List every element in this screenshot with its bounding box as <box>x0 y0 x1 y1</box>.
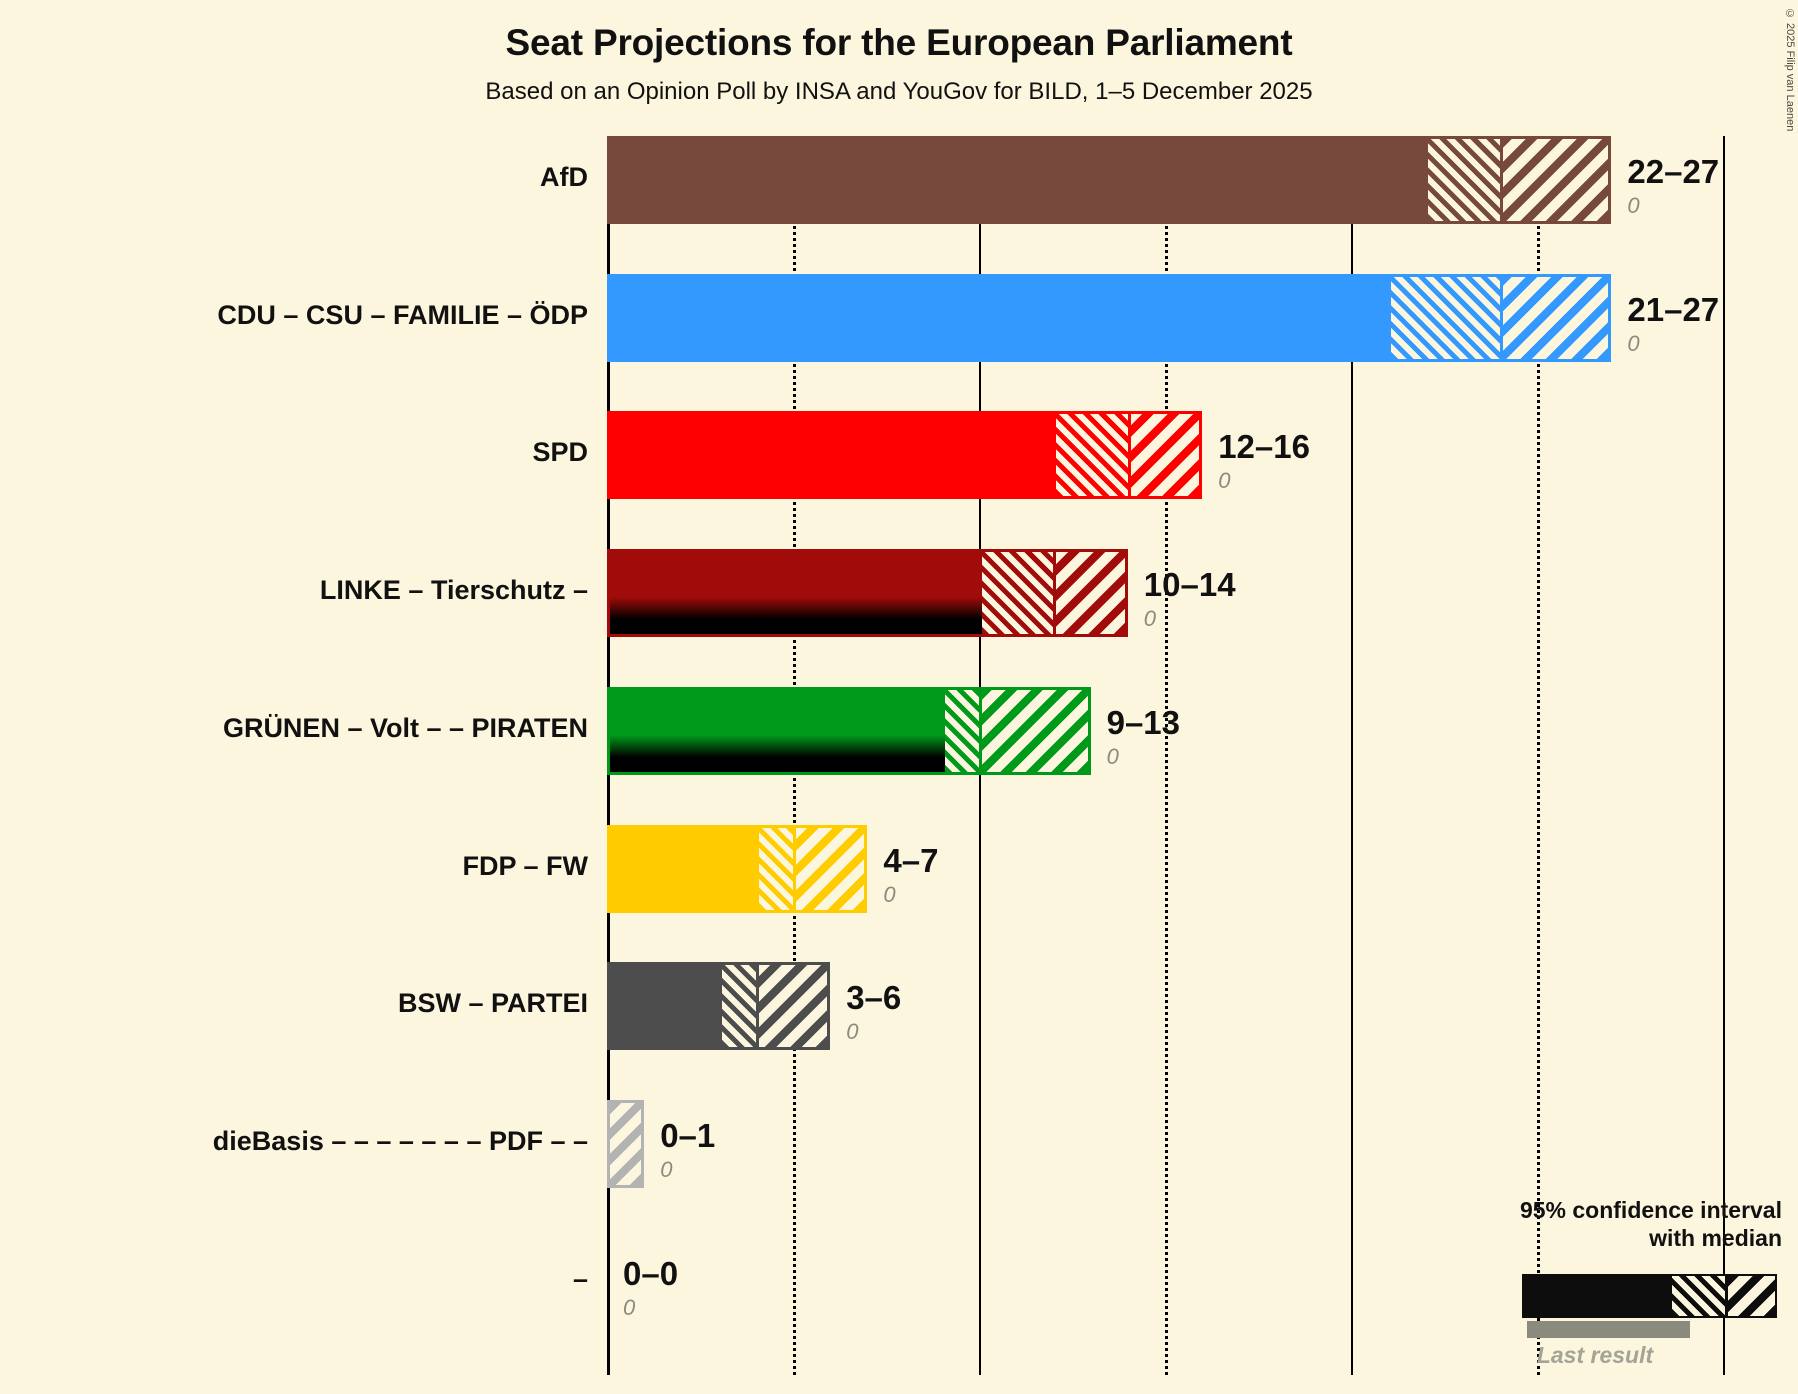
segment-median <box>1428 139 1503 221</box>
bar-row: GRÜNEN – Volt – – PIRATEN 9–13 0 <box>0 686 1798 825</box>
legend-last-result-bar <box>1527 1321 1690 1338</box>
segment-median <box>982 552 1057 635</box>
party-label-7: dieBasis – – – – – – – PDF – – <box>212 1125 588 1156</box>
bar-row: BSW – PARTEI 3–6 0 <box>0 962 1798 1100</box>
legend-median-segment <box>1672 1276 1728 1316</box>
bar-row: FDP – FW 4–7 0 <box>0 824 1798 963</box>
segment-lower-bound <box>610 414 1057 497</box>
last-result-value-3: 0 <box>1143 606 1157 632</box>
seat-range-value-8: 0–0 <box>623 1254 679 1292</box>
gridline-20 <box>1351 136 1353 1375</box>
seat-range-value-1: 21–27 <box>1627 290 1720 328</box>
chart-subtitle: Based on an Opinion Poll by INSA and You… <box>485 78 1313 105</box>
segment-lower-bound <box>610 139 1429 221</box>
party-label-1: CDU – CSU – FAMILIE – ÖDP <box>217 299 588 330</box>
bar-row: SPD 12–16 0 <box>0 411 1798 549</box>
party-label-3: LINKE – Tierschutz – <box>319 575 588 606</box>
bar-row: – 0–0 0 <box>0 1238 1798 1376</box>
last-result-value-8: 0 <box>623 1294 636 1320</box>
segment-upper-bound <box>1502 276 1609 359</box>
interval-bar-4 <box>607 686 1091 775</box>
segment-median <box>721 965 759 1048</box>
legend-solid-segment <box>1524 1276 1672 1316</box>
interval-bar-3 <box>607 549 1128 638</box>
page-title: Seat Projections for the European Parlia… <box>505 22 1293 63</box>
interval-bar-0 <box>607 136 1612 224</box>
segment-upper-bound <box>1056 552 1125 635</box>
party-label-6: BSW – PARTEI <box>397 988 588 1019</box>
segment-lower-bound <box>610 276 1392 359</box>
segment-upper-bound <box>1502 139 1609 221</box>
last-result-value-6: 0 <box>846 1019 859 1045</box>
party-label-2: SPD <box>532 437 588 468</box>
chart-legend: 95% confidence interval with median Last… <box>1430 1196 1782 1368</box>
segment-median <box>944 689 982 772</box>
gridline-15 <box>1165 136 1168 1375</box>
party-label-8: – <box>572 1263 588 1294</box>
bar-row: AfD 22–27 0 <box>0 136 1798 274</box>
party-label-5: FDP – FW <box>462 850 588 881</box>
gridline-30 <box>1723 136 1725 1375</box>
last-result-value-1: 0 <box>1627 330 1640 356</box>
seat-range-value-3: 10–14 <box>1143 566 1236 604</box>
segment-median <box>1391 276 1503 359</box>
segment-upper-bound <box>981 689 1088 772</box>
copyright-notice: © 2025 Filip van Laenen <box>1784 8 1796 132</box>
seat-range-value-4: 9–13 <box>1106 703 1181 741</box>
legend-line-2: with median <box>1649 1225 1782 1252</box>
bar-row: dieBasis – – – – – – – PDF – – 0–1 0 <box>0 1099 1798 1238</box>
seat-range-value-7: 0–1 <box>660 1116 716 1154</box>
last-result-value-2: 0 <box>1218 468 1231 494</box>
segment-median <box>1056 414 1131 497</box>
segment-lower-bound <box>610 965 722 1048</box>
seat-range-value-0: 22–27 <box>1627 153 1720 190</box>
interval-bar-7 <box>607 1099 645 1188</box>
interval-bar-6 <box>607 962 831 1051</box>
last-result-value-5: 0 <box>883 881 896 907</box>
interval-bar-2 <box>607 411 1203 500</box>
segment-median <box>758 827 796 910</box>
legend-interval-bar <box>1522 1274 1777 1318</box>
seat-range-value-5: 4–7 <box>883 841 939 879</box>
party-label-0: AfD <box>540 162 588 192</box>
seat-range-value-6: 3–6 <box>846 979 902 1017</box>
segment-lower-bound <box>610 689 945 772</box>
last-result-value-7: 0 <box>660 1156 673 1182</box>
segment-upper-bound <box>795 827 865 910</box>
segment-upper-bound <box>610 1102 642 1185</box>
segment-lower-bound <box>610 827 759 910</box>
interval-bar-1 <box>607 273 1612 362</box>
bar-row: CDU – CSU – FAMILIE – ÖDP 21–27 0 <box>0 273 1798 412</box>
seat-range-value-2: 12–16 <box>1218 428 1310 466</box>
last-result-value-4: 0 <box>1106 743 1119 769</box>
legend-last-result-label: Last result <box>1536 1342 1654 1368</box>
legend-upper-segment <box>1728 1276 1775 1316</box>
gridline-25 <box>1537 136 1540 1375</box>
party-label-4: GRÜNEN – Volt – – PIRATEN <box>222 712 588 743</box>
interval-bar-5 <box>607 824 868 913</box>
legend-line-1: 95% confidence interval <box>1519 1197 1782 1223</box>
segment-upper-bound <box>758 965 828 1048</box>
segment-upper-bound <box>1130 414 1200 497</box>
last-result-value-0: 0 <box>1627 193 1640 218</box>
bar-row: LINKE – Tierschutz – 10–14 0 <box>0 549 1798 687</box>
segment-lower-bound <box>610 552 982 635</box>
